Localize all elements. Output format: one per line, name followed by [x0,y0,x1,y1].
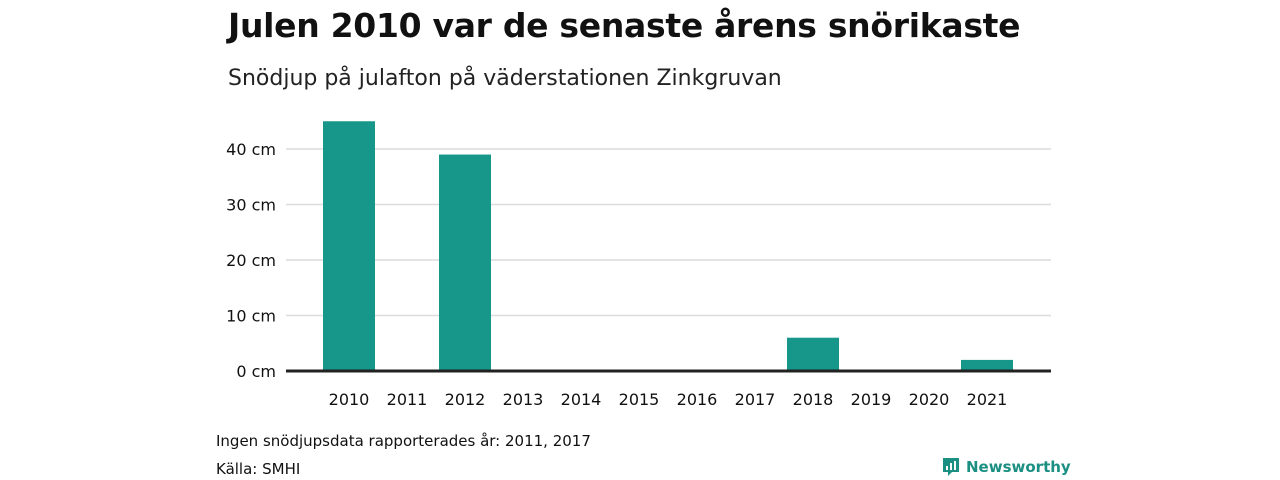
x-tick-label: 2016 [677,390,718,409]
x-tick-label: 2017 [735,390,776,409]
chart-title: Julen 2010 var de senaste årens snörikas… [228,6,1021,45]
bars [323,121,1013,371]
x-tick-labels: 2010 2011 2012 2013 2014 2015 2016 2017 2018 2019… [329,390,1008,409]
x-tick-label: 2021 [967,390,1008,409]
x-tick-label: 2012 [445,390,486,409]
newsworthy-logo-icon [943,458,959,476]
x-tick-label: 2015 [619,390,660,409]
brand-name: Newsworthy [966,458,1071,476]
y-tick-label: 30 cm [226,196,276,215]
newsworthy-brand[interactable]: Newsworthy [942,457,1071,477]
bar-2012[interactable] [439,154,491,371]
x-tick-label: 2018 [793,390,834,409]
x-tick-label: 2013 [503,390,544,409]
x-tick-label: 2014 [561,390,602,409]
x-tick-label: 2011 [387,390,428,409]
chart-subtitle: Snödjup på julafton på väderstationen Zi… [228,66,782,91]
y-tick-label: 10 cm [226,307,276,326]
grid-lines [286,148,1051,317]
source-label: Källa: SMHI [216,460,301,478]
bar-2018[interactable] [787,337,839,371]
y-tick-label: 0 cm [236,362,276,381]
missing-data-note: Ingen snödjupsdata rapporterades år: 201… [216,432,591,450]
bar-2021[interactable] [961,359,1013,371]
x-tick-label: 2020 [909,390,950,409]
x-tick-label: 2019 [851,390,892,409]
bar-2010[interactable] [323,121,375,371]
y-tick-label: 40 cm [226,140,276,159]
y-tick-label: 20 cm [226,251,276,270]
y-tick-labels: 0 cm 10 cm 20 cm 30 cm 40 cm [226,140,276,381]
x-tick-label: 2010 [329,390,370,409]
